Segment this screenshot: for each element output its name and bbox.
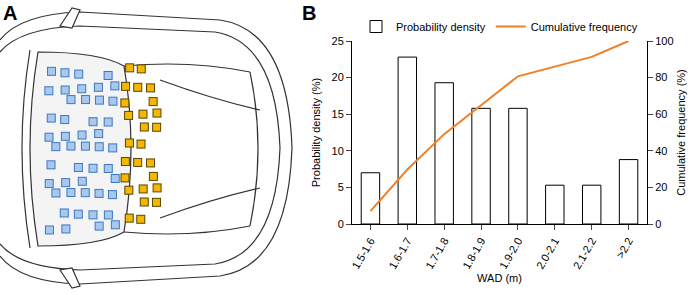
svg-text:0: 0 <box>655 218 661 230</box>
html-text:A: A <box>3 2 18 24</box>
svg-text:5: 5 <box>338 181 344 193</box>
svg-text:20: 20 <box>332 71 344 83</box>
svg-text:20: 20 <box>655 181 667 193</box>
svg-text:Probability density (%): Probability density (%) <box>310 78 322 187</box>
svg-text:1.9-2.0: 1.9-2.0 <box>497 235 525 271</box>
svg-text:2.1-2.2: 2.1-2.2 <box>571 235 599 271</box>
svg-text:60: 60 <box>655 108 667 120</box>
svg-text:100: 100 <box>655 35 673 47</box>
svg-text:15: 15 <box>332 108 344 120</box>
svg-text:Probability density: Probability density <box>396 21 486 33</box>
svg-text:1.6-1.7: 1.6-1.7 <box>386 235 414 271</box>
svg-text:1.8-1.9: 1.8-1.9 <box>460 235 488 271</box>
svg-text:>2.2: >2.2 <box>614 235 635 260</box>
svg-text:10: 10 <box>332 145 344 157</box>
svg-text:40: 40 <box>655 145 667 157</box>
html-text:B: B <box>302 2 317 24</box>
svg-text:WAD (m): WAD (m) <box>477 272 522 284</box>
svg-text:Cumulative frequency (%): Cumulative frequency (%) <box>675 69 687 196</box>
svg-text:25: 25 <box>332 35 344 47</box>
svg-text:1.5-1.6: 1.5-1.6 <box>349 235 377 271</box>
svg-text:80: 80 <box>655 71 667 83</box>
svg-text:0: 0 <box>338 218 344 230</box>
svg-text:1.7-1.8: 1.7-1.8 <box>423 235 451 271</box>
svg-text:2.0-2.1: 2.0-2.1 <box>534 235 562 271</box>
svg-text:Cumulative frequency: Cumulative frequency <box>531 21 638 33</box>
